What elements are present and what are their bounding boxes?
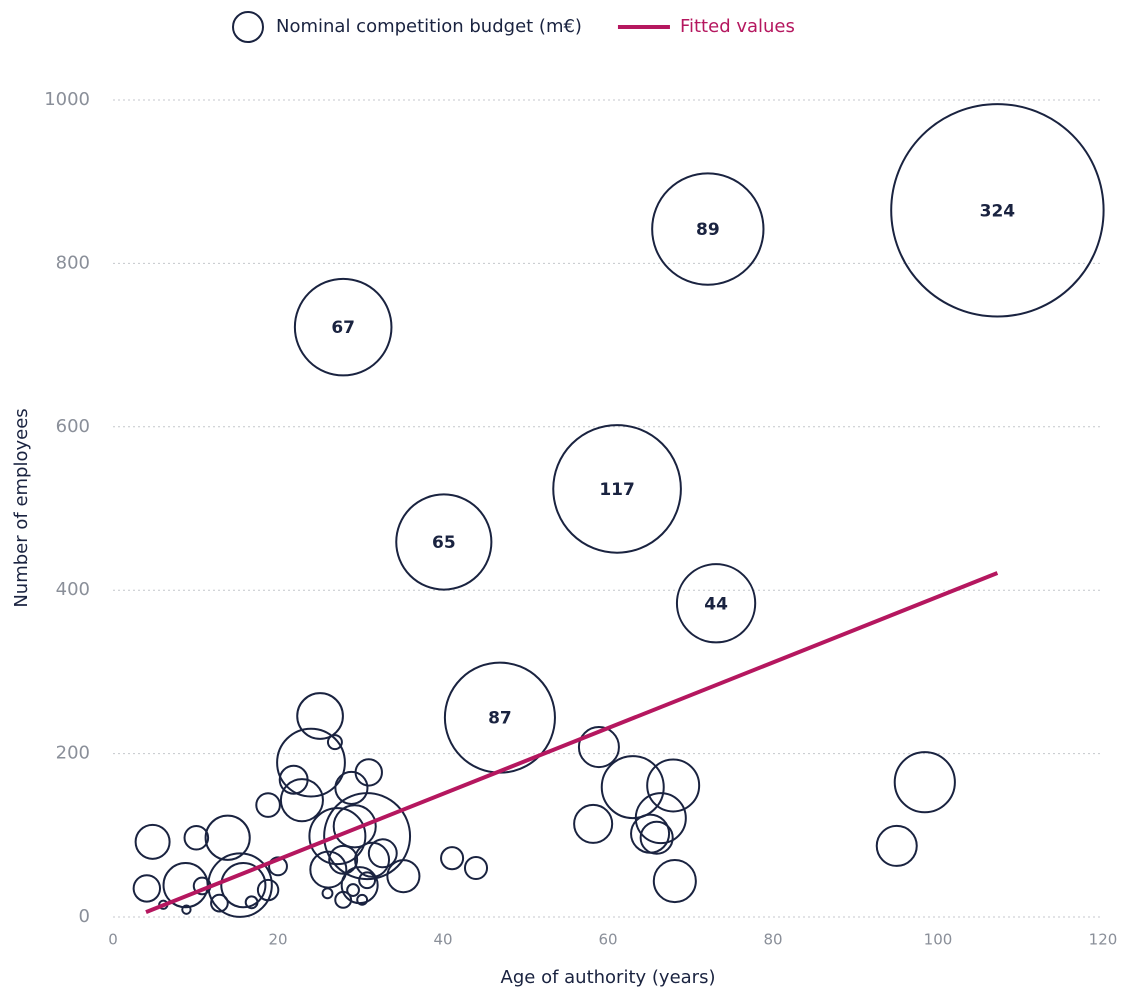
legend-label: Fitted values (680, 16, 795, 37)
x-tick-label: 20 (268, 931, 287, 949)
data-label: 87 (488, 709, 512, 729)
legend-label: Nominal competition budget (m€) (276, 16, 582, 37)
data-label: 324 (980, 201, 1016, 221)
y-tick-label: 1000 (44, 89, 90, 110)
bubble (367, 838, 398, 869)
bubble (132, 874, 162, 903)
bubble (256, 878, 280, 902)
bubble (463, 855, 489, 881)
bubble (354, 841, 391, 878)
bubble (440, 846, 465, 871)
bubble (651, 172, 765, 286)
y-tick-label: 600 (56, 416, 90, 437)
y-tick-label: 400 (56, 579, 90, 600)
bubble (296, 692, 344, 740)
bubble (340, 866, 379, 905)
bubble (134, 823, 171, 860)
y-tick-label: 0 (79, 906, 90, 927)
bubble (328, 844, 359, 875)
bubble (395, 493, 493, 591)
bubble (220, 862, 267, 909)
bubble (255, 792, 281, 818)
legend-icon (232, 11, 264, 43)
data-label: 67 (331, 318, 355, 338)
bubble (358, 871, 377, 890)
bubble (244, 895, 259, 910)
bubble (646, 758, 701, 813)
bubble (875, 824, 918, 867)
x-axis-title: Age of authority (years) (501, 967, 716, 988)
bubble (204, 814, 251, 861)
x-tick-label: 80 (763, 931, 782, 949)
y-tick-label: 800 (56, 252, 90, 273)
bubble (308, 807, 367, 866)
y-tick-label: 200 (56, 743, 90, 764)
bubble (630, 813, 671, 854)
bubble (334, 890, 353, 909)
y-axis-title: Number of employees (11, 408, 32, 607)
x-tick-label: 100 (924, 931, 953, 949)
x-tick-label: 0 (108, 931, 118, 949)
bubble (652, 859, 697, 904)
bubble (326, 734, 343, 751)
bubble (675, 563, 757, 644)
fitted-line (145, 571, 999, 914)
x-tick-label: 120 (1089, 931, 1118, 949)
data-label: 89 (696, 220, 720, 240)
bubble (293, 277, 393, 377)
bubble (893, 751, 956, 814)
bubble (573, 803, 614, 844)
bubble (276, 727, 346, 798)
bubble (890, 103, 1105, 318)
x-tick-label: 40 (433, 931, 452, 949)
bubble (183, 824, 210, 851)
x-tick-label: 60 (598, 931, 617, 949)
bubble (332, 804, 377, 849)
data-label: 44 (704, 594, 728, 614)
bubble (577, 726, 620, 769)
bubble (356, 893, 369, 906)
data-label: 117 (599, 480, 635, 500)
bubble (279, 778, 324, 823)
bubble (354, 758, 383, 787)
bubble (181, 904, 192, 915)
bubble (346, 883, 360, 897)
bubble (552, 424, 682, 554)
bubble (321, 887, 334, 900)
bubble (600, 755, 665, 820)
bubble (207, 852, 273, 918)
bubble (639, 820, 674, 855)
data-label: 65 (432, 533, 456, 553)
bubble (323, 792, 412, 881)
bubble (386, 859, 421, 894)
bubble (634, 792, 687, 845)
bubble (334, 770, 369, 805)
bubble (210, 893, 229, 913)
